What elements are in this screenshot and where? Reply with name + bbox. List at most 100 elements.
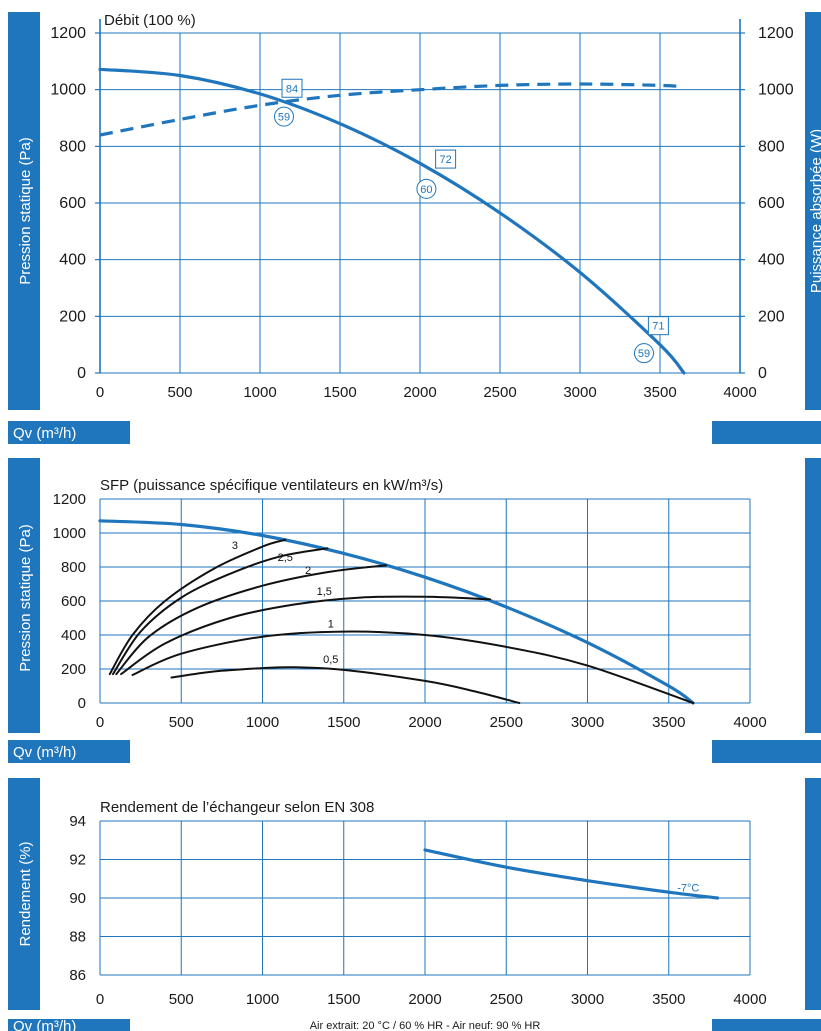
footnote: Air extrait: 20 °C / 60 % HR - Air neuf:… — [310, 1020, 541, 1031]
x-tick-label: 1500 — [327, 991, 360, 1008]
chart-title: Rendement de l’échangeur selon EN 308 — [100, 799, 374, 816]
y-tick-label: 600 — [59, 195, 86, 212]
ticks: 0 500 1000 1500 2000 2500 3000 3500 4000 86 88 90 92… — [69, 813, 766, 1008]
annotations: 84 59 72 60 71 59 — [274, 78, 669, 364]
x-tick-label: 0 — [96, 991, 104, 1008]
x-tick-label: 3500 — [643, 384, 676, 401]
right-tab — [712, 421, 821, 444]
annotations: 3 2,5 2 1,5 1 0,5 — [232, 540, 339, 666]
x-tick-label: 1000 — [243, 384, 276, 401]
y-tick-label: 800 — [61, 559, 86, 576]
chart-title: Débit (100 %) — [104, 12, 196, 29]
series-label: 1 — [328, 618, 334, 630]
x-tick-label: 3000 — [563, 384, 596, 401]
annotation-label: 84 — [286, 83, 298, 95]
x-tick-label: 1000 — [246, 714, 279, 731]
xlabel-tab — [8, 1019, 130, 1031]
y-axis-label: Pression statique (Pa) — [17, 137, 34, 285]
annotation-label: 59 — [638, 348, 650, 360]
y-tick-label: 1000 — [53, 525, 86, 542]
y-tick-label: 86 — [69, 967, 86, 984]
y-tick-label: 1000 — [50, 82, 86, 99]
sfp-curve-line — [112, 547, 329, 676]
x-tick-label: 2500 — [490, 991, 523, 1008]
annotation-label: 60 — [420, 184, 432, 196]
ticks: 0 500 1000 1500 2000 2500 3000 3500 4000 0 200 400 6… — [53, 491, 767, 731]
y-tick-label: 0 — [78, 695, 86, 712]
y-tick-label: 0 — [77, 365, 86, 382]
y-tick-label: 92 — [69, 852, 86, 869]
x-tick-label: 2000 — [403, 384, 436, 401]
left-band — [8, 458, 40, 733]
y-tick-label: 200 — [61, 661, 86, 678]
left-band — [8, 12, 40, 410]
y-tick-label: 1200 — [50, 25, 86, 42]
chart-sfp: Pression statique (Pa) Qv (m³/h) SFP (pu… — [8, 458, 821, 763]
x-tick-label: 1000 — [246, 991, 279, 1008]
y-tick-label: 800 — [59, 138, 86, 155]
y-tick-label: 600 — [61, 593, 86, 610]
chart-debit: Pression statique (Pa) Puissance absorbé… — [8, 12, 821, 444]
y-tick-label-right: 1000 — [758, 82, 794, 99]
annotations: -7°C — [677, 882, 699, 894]
left-band — [8, 778, 40, 1010]
series — [98, 519, 695, 705]
x-tick-label: 500 — [169, 991, 194, 1008]
right-tab — [712, 1019, 821, 1031]
x-tick-label: 1500 — [327, 714, 360, 731]
grid — [95, 19, 745, 374]
x-tick-label: 2500 — [490, 714, 523, 731]
y-tick-label: 400 — [61, 627, 86, 644]
annotation-box — [647, 316, 669, 336]
annotation-circle — [274, 106, 294, 127]
pressure-curve-line — [98, 519, 695, 705]
right-tab — [712, 740, 821, 763]
x-tick-label: 3500 — [652, 991, 685, 1008]
annotation-circle — [416, 178, 437, 199]
chart-title: SFP (puissance spécifique ventilateurs e… — [100, 477, 443, 494]
y-tick-label-right: 200 — [758, 308, 785, 325]
xlabel-tab — [8, 421, 130, 444]
series-label: 2,5 — [278, 552, 293, 564]
right-band — [805, 12, 821, 410]
x-axis-label: Qv (m³/h) — [13, 425, 76, 442]
grid — [99, 498, 751, 704]
series-label: 3 — [232, 540, 238, 552]
x-tick-label: 4000 — [733, 714, 766, 731]
x-tick-label: 4000 — [733, 991, 766, 1008]
annotation-label: 59 — [278, 112, 290, 124]
x-axis-label: Qv (m³/h) — [13, 744, 76, 761]
x-tick-label: 3000 — [571, 714, 604, 731]
right-band — [805, 458, 821, 733]
power-curve-line — [99, 82, 685, 137]
right-band — [805, 778, 821, 1010]
sfp-curve-line — [108, 538, 287, 676]
annotation-circle — [634, 343, 654, 364]
y-tick-label: 400 — [59, 252, 86, 269]
x-tick-label: 2000 — [408, 991, 441, 1008]
y-tick-label-right: 400 — [758, 252, 785, 269]
y-tick-label: 88 — [69, 929, 86, 946]
series-label: 0,5 — [323, 654, 338, 666]
y-tick-label-right: 0 — [758, 365, 767, 382]
annotation-box — [281, 78, 303, 98]
x-tick-label: 3000 — [571, 991, 604, 1008]
x-tick-label: 0 — [96, 714, 104, 731]
x-tick-label: 1500 — [323, 384, 356, 401]
sfp-curve-line — [170, 666, 521, 704]
grid — [99, 820, 751, 976]
pressure-curve-line — [423, 848, 720, 900]
sfp-curve-line — [115, 564, 387, 676]
y-axis-label: Pression statique (Pa) — [17, 524, 34, 672]
x-tick-label: 2500 — [483, 384, 516, 401]
y-tick-label: 1200 — [53, 491, 86, 508]
pressure-curve-line — [98, 67, 686, 375]
x-tick-label: 4000 — [723, 384, 756, 401]
y-axis-label-right: Puissance absorbée (W) — [808, 129, 821, 293]
y-tick-label: 90 — [69, 890, 86, 907]
x-tick-label: 2000 — [408, 714, 441, 731]
y-axis-label: Rendement (%) — [17, 841, 34, 946]
sfp-curve-line — [120, 595, 491, 676]
y-tick-label-right: 1200 — [758, 25, 794, 42]
